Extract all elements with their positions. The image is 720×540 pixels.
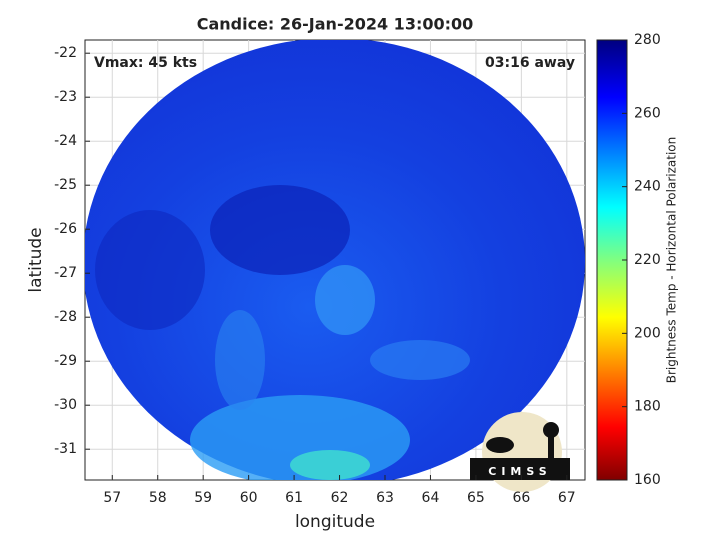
colorbar-tick-label: 180 (634, 399, 661, 415)
x-tick-label: 66 (512, 490, 530, 506)
colorbar-label: Brightness Temp - Horizontal Polarizatio… (665, 137, 679, 384)
x-tick-label: 62 (331, 490, 349, 506)
x-tick-label: 64 (422, 490, 440, 506)
logo-text: CIMSS (488, 465, 551, 478)
annotation: Vmax: 45 kts (94, 55, 197, 71)
y-tick-label: -24 (54, 133, 77, 149)
colorbar-tick-label: 160 (634, 472, 661, 488)
colorbar-tick-label: 220 (634, 252, 661, 268)
annotation: 03:16 away (485, 55, 575, 71)
y-tick-label: -30 (54, 397, 77, 413)
x-tick-label: 59 (194, 490, 212, 506)
y-tick-label: -23 (54, 89, 77, 105)
x-tick-label: 57 (103, 490, 121, 506)
x-tick-label: 60 (240, 490, 258, 506)
cimss-logo: CIMSS (470, 412, 570, 492)
y-tick-label: -27 (54, 265, 77, 281)
colorbar-tick-label: 280 (634, 32, 661, 48)
x-tick-label: 67 (558, 490, 576, 506)
y-tick-label: -28 (54, 309, 77, 325)
y-tick-label: -31 (54, 441, 77, 457)
x-tick-label: 61 (285, 490, 303, 506)
y-axis-label: latitude (26, 227, 46, 292)
x-tick-label: 63 (376, 490, 394, 506)
colorbar-tick-label: 260 (634, 105, 661, 121)
x-axis-label: longitude (295, 512, 375, 532)
chart-title: Candice: 26-Jan-2024 13:00:00 (197, 15, 474, 34)
y-tick-label: -22 (54, 45, 77, 61)
y-tick-label: -25 (54, 177, 77, 193)
y-tick-label: -29 (54, 353, 77, 369)
colorbar-tick-label: 200 (634, 325, 661, 341)
y-tick-label: -26 (54, 221, 77, 237)
colorbar-tick-label: 240 (634, 179, 661, 195)
x-tick-label: 58 (149, 490, 167, 506)
x-tick-label: 65 (467, 490, 485, 506)
satellite-image (85, 40, 585, 480)
